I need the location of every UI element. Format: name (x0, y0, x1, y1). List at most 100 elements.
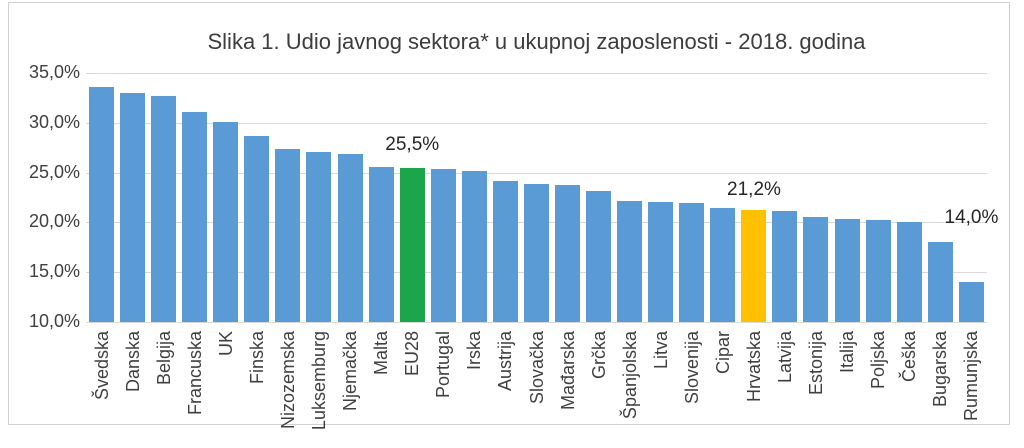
bar-slot (428, 73, 459, 322)
bar-slot (800, 73, 831, 322)
bar-slot (366, 73, 397, 322)
bar-danska (120, 92, 146, 322)
bar-slot (272, 73, 303, 322)
y-tick-label: 20,0% (28, 211, 80, 232)
x-label-irska: Irska (464, 331, 485, 371)
chart-title: Slika 1. Udio javnog sektora* u ukupnoj … (207, 29, 866, 54)
x-label-poljska: Poljska (868, 331, 889, 390)
x-label-bugarska: Bugarska (930, 331, 951, 408)
bar-slot (583, 73, 614, 322)
x-label-cipar: Cipar (712, 331, 733, 375)
bar-slovačka (523, 183, 549, 322)
gridline (86, 123, 987, 124)
y-tick-label: 35,0% (28, 62, 80, 82)
bar-slot (925, 73, 956, 322)
x-label-mađarska: Mađarska (557, 331, 578, 411)
bar-njemačka (337, 153, 363, 322)
x-label-uk: UK (215, 331, 236, 357)
x-label-hrvatska: Hrvatska (743, 331, 764, 403)
x-label-rumunjska: Rumunjska (961, 331, 982, 422)
x-label-grčka: Grčka (588, 331, 609, 380)
y-tick-label: 10,0% (28, 311, 80, 331)
bar-slot (490, 73, 521, 322)
x-label-slovenija: Slovenija (681, 331, 702, 405)
bar-slot (86, 73, 117, 322)
bar-slot (210, 73, 241, 322)
bar-slot (738, 73, 769, 322)
y-tick-label: 25,0% (28, 161, 80, 182)
x-label-njemačka: Njemačka (340, 331, 361, 412)
bar-slot (335, 73, 366, 322)
bar-slot (832, 73, 863, 322)
bar-slot (459, 73, 490, 322)
bar-slot (707, 73, 738, 322)
x-label-malta: Malta (371, 331, 392, 376)
gridline (86, 173, 987, 174)
bar-finska (244, 135, 270, 322)
bar-poljska (865, 220, 891, 322)
bar-malta (368, 166, 394, 322)
x-label-belgija: Belgija (153, 331, 174, 386)
bar-slot (645, 73, 676, 322)
x-label-litva: Litva (650, 331, 671, 370)
gridline (86, 73, 987, 74)
x-label-češka: Češka (899, 331, 920, 383)
bar-grčka (586, 190, 612, 322)
bar-švedska (89, 86, 115, 322)
x-label-italija: Italija (837, 331, 858, 374)
bar-cipar (710, 208, 736, 322)
bar-eu28 (399, 167, 425, 322)
bar-irska (461, 170, 487, 322)
bar-slovenija (679, 203, 705, 322)
x-label-francuska: Francuska (184, 331, 205, 416)
bar-italija (834, 219, 860, 322)
y-tick-label: 15,0% (28, 261, 80, 282)
bar-slot (117, 73, 148, 322)
bar-slot (863, 73, 894, 322)
bar-češka (896, 222, 922, 322)
bar-slot (614, 73, 645, 322)
x-label-danska: Danska (122, 331, 143, 393)
bar-rumunjska (958, 282, 984, 322)
bar-slot (397, 73, 428, 322)
bar-nizozemska (275, 148, 301, 322)
data-label-hrvatska: 21,2% (727, 179, 781, 201)
x-label-luksemburg: Luksemburg (309, 331, 330, 431)
bar-slot (179, 73, 210, 322)
bar-luksemburg (306, 151, 332, 322)
x-label-španjolska: Španjolska (619, 331, 640, 420)
bar-španjolska (617, 200, 643, 322)
bar-slot (552, 73, 583, 322)
bar-slot (894, 73, 925, 322)
bar-slot (148, 73, 179, 322)
data-label-eu28: 25,5% (385, 133, 440, 155)
bar-hrvatska (741, 210, 767, 322)
bar-litva (648, 202, 674, 322)
bar-mađarska (554, 184, 580, 322)
bar-slot (521, 73, 552, 322)
x-label-slovačka: Slovačka (526, 331, 547, 405)
y-tick-label: 30,0% (28, 111, 80, 132)
bar-latvija (772, 211, 798, 322)
gridline (86, 322, 987, 323)
bar-slot (956, 73, 987, 322)
bar-slot (676, 73, 707, 322)
x-label-nizozemska: Nizozemska (277, 331, 298, 430)
bar-bugarska (927, 242, 953, 322)
bar-portugal (430, 168, 456, 322)
bar-slot (241, 73, 272, 322)
bar-estonija (803, 217, 829, 322)
bars-container (86, 73, 987, 322)
bar-uk (213, 121, 239, 322)
x-label-finska: Finska (246, 331, 267, 385)
bar-slot (303, 73, 334, 322)
bar-belgija (151, 95, 177, 322)
x-label-latvija: Latvija (775, 331, 796, 384)
plot-area (86, 73, 987, 323)
x-label-eu28: EU28 (402, 331, 423, 377)
x-label-švedska: Švedska (91, 331, 112, 401)
x-label-austrija: Austrija (495, 331, 516, 392)
x-label-portugal: Portugal (433, 331, 454, 399)
data-label-rumunjska: 14,0% (944, 207, 999, 229)
